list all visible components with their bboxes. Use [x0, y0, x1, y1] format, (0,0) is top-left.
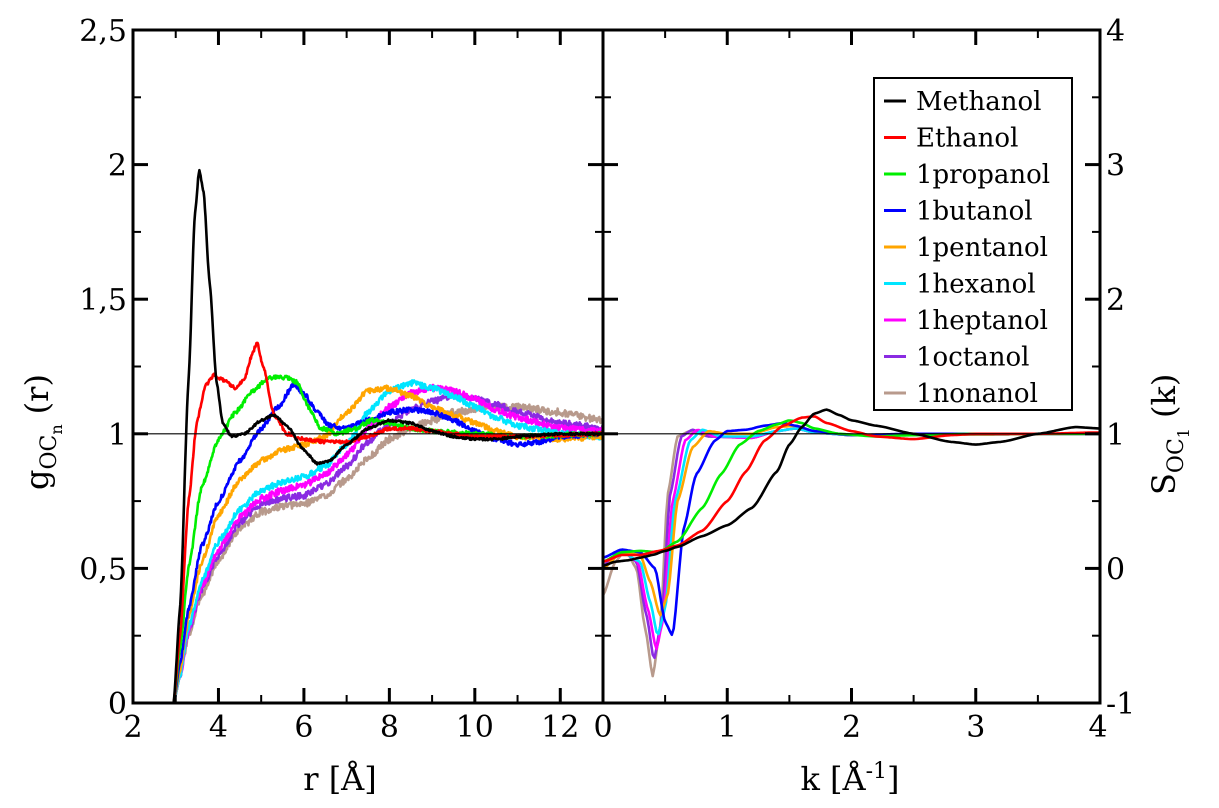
y-tick-label-right: 1: [1106, 418, 1125, 453]
left-ylabel-subsub: n: [47, 424, 66, 434]
legend-entries-group: Methanol Ethanol 1propanol 1butanol 1pentano…: [884, 87, 1050, 409]
right-ylabel-arg: (k): [1145, 374, 1183, 418]
right-ylabel-subsub: 1: [1174, 428, 1193, 438]
legend-label-methanol: Methanol: [916, 87, 1041, 117]
right-y-axis-label: SOC1 (k): [1145, 374, 1193, 495]
left-plot-frame: [131, 28, 605, 705]
right-ylabel-main: S: [1145, 473, 1183, 495]
x-tick-label-right: 1: [718, 710, 737, 745]
right-curves-group: [603, 408, 1100, 678]
x-tick-label-left: 2: [123, 710, 142, 745]
x-tick-label-right: 4: [1088, 710, 1107, 745]
y-tick-label-right: 3: [1106, 149, 1125, 184]
series-line-left-1nonanol: [172, 402, 603, 703]
y-tick-label-left: 1: [108, 418, 127, 453]
legend-label-ethanol: Ethanol: [916, 124, 1018, 154]
svg-text:gOCn(r): gOCn (r): [18, 374, 66, 490]
legend: Methanol Ethanol 1propanol 1butanol 1pentano…: [873, 77, 1073, 411]
series-line-left-1butanol: [172, 382, 603, 703]
left-x-axis-label: r [Å]: [303, 760, 377, 798]
series-line-left-methanol: [172, 168, 603, 703]
right-x-axis-label: k [Å-1]: [800, 759, 899, 798]
y-tick-label-left: 0,5: [79, 552, 127, 587]
series-line-right-methanol: [603, 408, 1100, 567]
left-panel-g-r: 2 4 6 8 10 12 0 0,5 1 1,5 2 2,5 r [Å] gOCn (r): [18, 14, 605, 798]
left-y-axis-label: gOCn (r): [18, 374, 66, 490]
x-tick-label-right: 0: [593, 710, 612, 745]
y-tick-label-left: 2,5: [79, 14, 127, 49]
svg-text:SOC1(k): SOC1 (k): [1145, 374, 1193, 495]
x-tick-label-left: 8: [380, 710, 399, 745]
right-ticks-group: [601, 28, 1102, 705]
y-tick-label-right: 0: [1106, 552, 1125, 587]
legend-box: [873, 77, 1073, 411]
left-ticks-group: [131, 28, 603, 705]
legend-label-1heptanol: 1heptanol: [916, 306, 1048, 336]
y-tick-label-right: 2: [1106, 283, 1125, 318]
legend-label-1butanol: 1butanol: [916, 197, 1033, 227]
legend-label-1hexanol: 1hexanol: [916, 270, 1036, 300]
x-tick-label-right: 2: [842, 710, 861, 745]
left-tick-labels-group: 2 4 6 8 10 12 0 0,5 1 1,5 2 2,5: [79, 14, 579, 745]
left-curves-group: [172, 168, 603, 703]
y-tick-label-left: 2: [108, 149, 127, 184]
series-line-left-1heptanol: [172, 383, 603, 703]
legend-label-1octanol: 1octanol: [916, 343, 1029, 373]
legend-label-1propanol: 1propanol: [916, 160, 1050, 190]
right-xlabel-close: ]: [887, 760, 899, 798]
x-tick-label-left: 10: [456, 710, 494, 745]
legend-label-1nonanol: 1nonanol: [916, 379, 1038, 409]
legend-label-1pentanol: 1pentanol: [916, 233, 1048, 263]
x-tick-label-left: 6: [294, 710, 313, 745]
y-tick-label-right: -1: [1106, 687, 1135, 722]
right-ylabel-sub: OC: [1164, 438, 1189, 473]
left-ylabel-sub: OC: [37, 435, 62, 470]
y-tick-label-left: 0: [108, 687, 127, 722]
x-tick-label-left: 4: [209, 710, 228, 745]
series-line-right-1nonanol: [603, 427, 1100, 678]
left-ylabel-main: g: [18, 470, 56, 490]
x-tick-label-right: 3: [966, 710, 985, 745]
right-xlabel-main: k [Å: [800, 760, 866, 798]
series-line-left-1octanol: [172, 392, 603, 703]
y-tick-label-left: 1,5: [79, 283, 127, 318]
left-ylabel-arg: (r): [18, 374, 56, 414]
x-tick-label-left: 12: [541, 710, 579, 745]
y-tick-label-right: 4: [1106, 14, 1125, 49]
right-xlabel-sup: -1: [866, 759, 887, 784]
series-line-right-1octanol: [603, 427, 1100, 660]
